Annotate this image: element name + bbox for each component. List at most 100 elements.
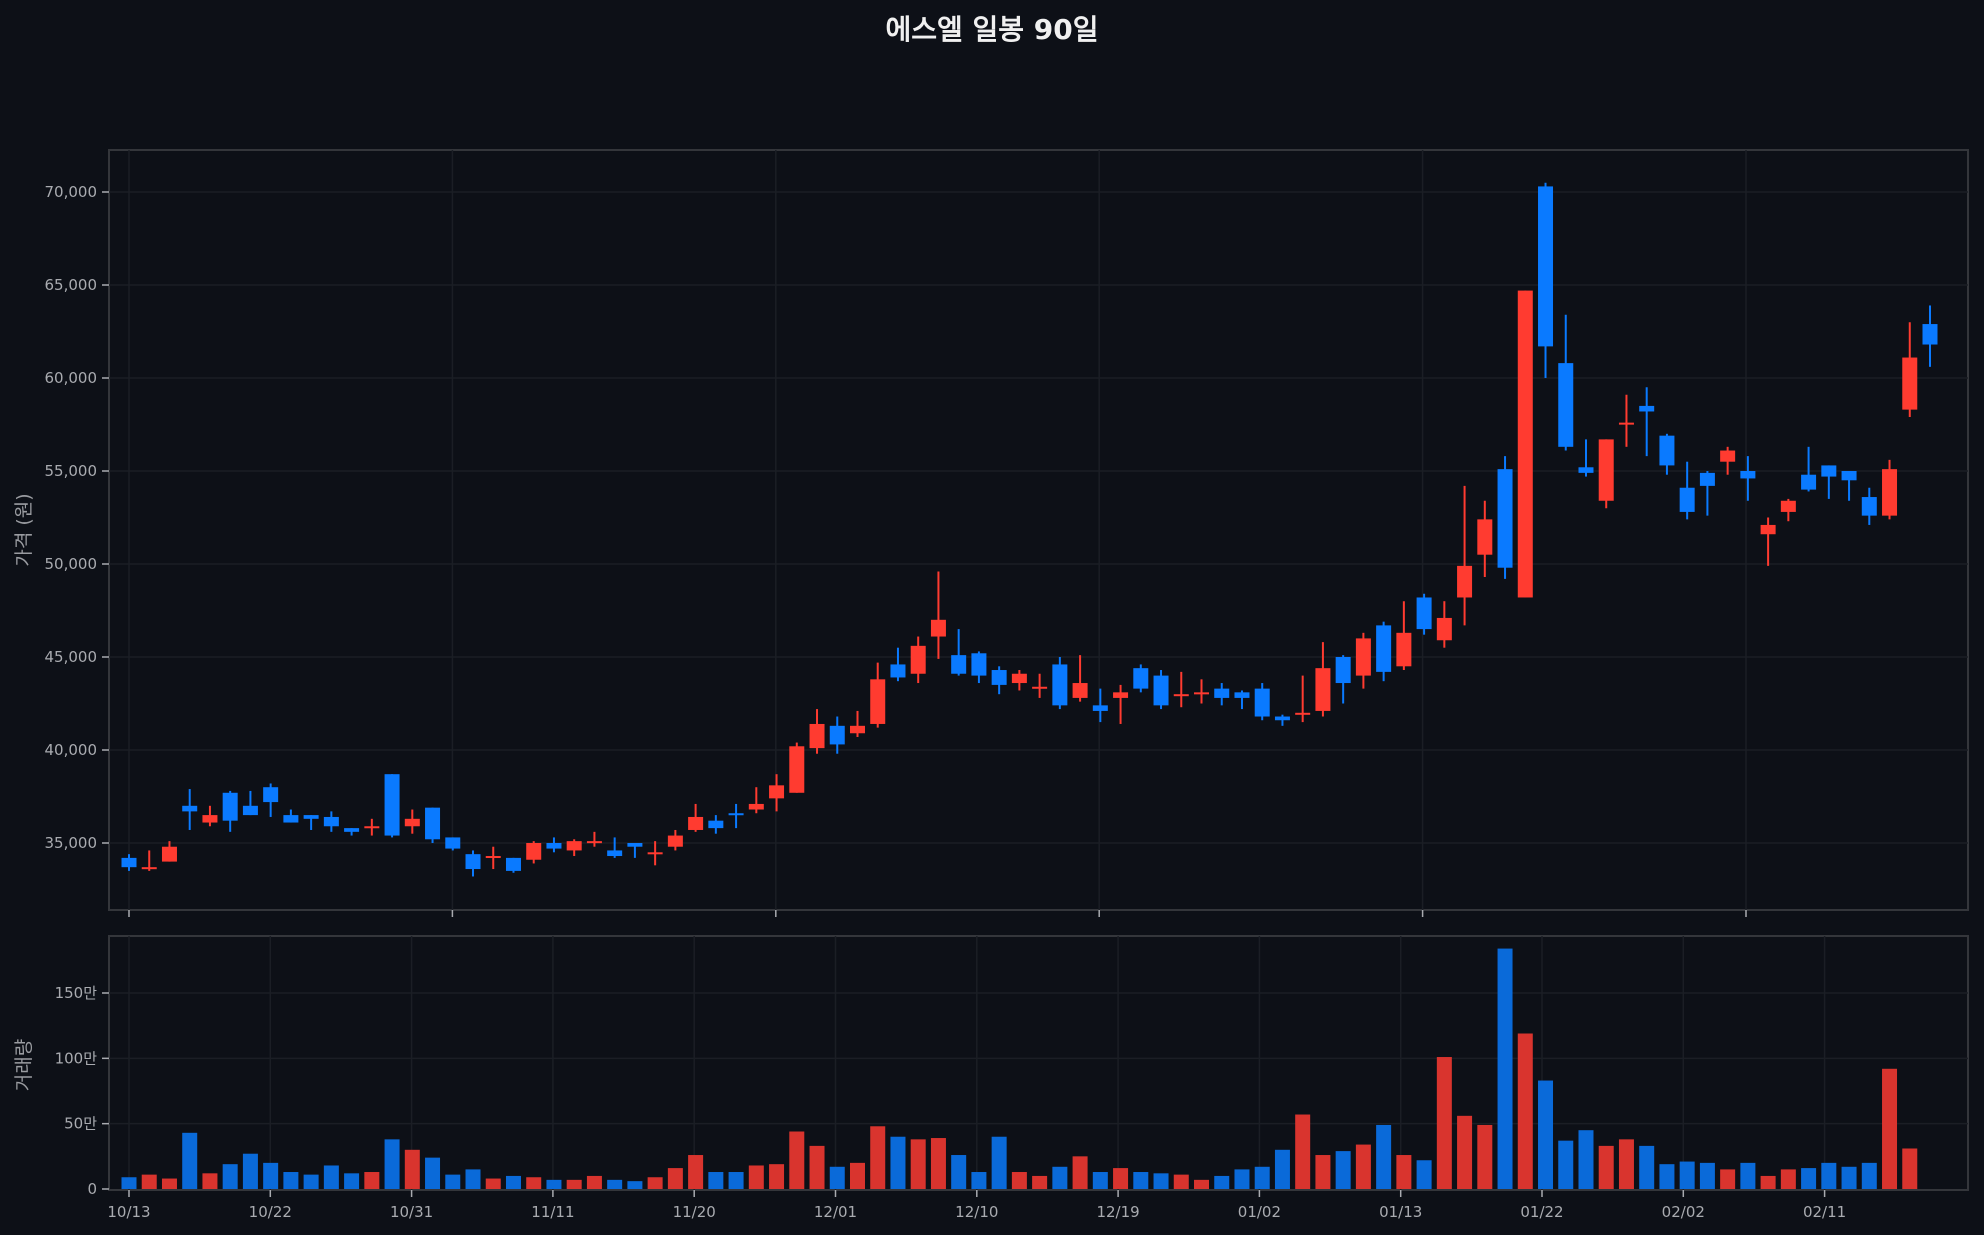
candle-up xyxy=(1315,668,1331,711)
candle-up xyxy=(141,867,157,870)
volume-bar xyxy=(465,1169,481,1189)
date-xtick-label: 12/19 xyxy=(1096,1203,1139,1221)
volume-bar xyxy=(1760,1175,1776,1189)
volume-bar xyxy=(222,1164,238,1189)
candle-down xyxy=(1861,497,1877,516)
candle-down xyxy=(323,816,339,827)
volume-bar xyxy=(182,1132,198,1189)
volume-bar xyxy=(607,1179,623,1189)
candle-down xyxy=(344,828,360,832)
candle-down xyxy=(1497,469,1513,568)
volume-bar xyxy=(141,1174,157,1189)
candle-down xyxy=(465,854,481,870)
candle-down xyxy=(1821,465,1837,477)
candle-up xyxy=(1882,469,1898,516)
volume-bar xyxy=(1517,1033,1533,1189)
volume-bar xyxy=(404,1149,420,1189)
volume-bar xyxy=(566,1179,582,1189)
candle-down xyxy=(1416,597,1432,630)
candle-up xyxy=(1355,638,1371,676)
candle-down xyxy=(1699,472,1715,486)
volume-bar xyxy=(870,1126,886,1189)
candle-down xyxy=(991,670,1007,685)
volume-bar xyxy=(1173,1174,1189,1189)
volume-bar xyxy=(910,1139,926,1189)
candle-up xyxy=(1477,519,1493,555)
candle-up xyxy=(364,826,380,829)
volume-bar xyxy=(1538,1080,1554,1189)
candle-up xyxy=(586,841,602,844)
candle-down xyxy=(1376,625,1392,672)
volume-bar xyxy=(1214,1175,1230,1189)
candle-down xyxy=(607,850,623,857)
volume-bar xyxy=(283,1172,299,1189)
price-axis-label: 가격 (원) xyxy=(13,493,35,566)
price-ytick-label: 70,000 xyxy=(45,183,98,201)
volume-bar xyxy=(789,1131,805,1189)
candle-up xyxy=(1113,692,1129,698)
candle-up xyxy=(526,843,542,860)
candle-down xyxy=(242,805,258,816)
date-xtick-label: 02/02 xyxy=(1662,1203,1705,1221)
candle-up xyxy=(789,746,805,793)
volume-bar xyxy=(1355,1144,1371,1189)
volume-bar xyxy=(1295,1114,1311,1189)
volume-bar xyxy=(1497,948,1513,1189)
candle-up xyxy=(1902,357,1918,410)
candle-up xyxy=(809,723,825,749)
volume-bar xyxy=(1639,1145,1655,1189)
volume-panel-frame xyxy=(108,935,1969,1191)
date-xtick-label: 12/10 xyxy=(955,1203,998,1221)
candle-down xyxy=(1052,664,1068,706)
volume-bar xyxy=(586,1175,602,1189)
candle-up xyxy=(485,856,501,859)
volume-bar xyxy=(1011,1172,1027,1189)
volume-bar xyxy=(1113,1168,1129,1189)
volume-bars xyxy=(121,948,1918,1189)
candle-up xyxy=(1032,686,1048,689)
volume-bar xyxy=(1153,1173,1169,1189)
volume-bar xyxy=(1274,1149,1290,1189)
candle-down xyxy=(1801,474,1817,490)
volume-bar xyxy=(1133,1172,1149,1189)
candle-down xyxy=(1335,657,1351,684)
volume-bar xyxy=(445,1174,461,1189)
volume-bar xyxy=(1882,1068,1898,1189)
candle-up xyxy=(910,645,926,674)
volume-bar xyxy=(323,1165,339,1189)
candle-up xyxy=(1618,422,1634,425)
volume-bar xyxy=(890,1136,906,1189)
candle-down xyxy=(728,813,744,816)
candle-down xyxy=(1841,471,1857,481)
candle-down xyxy=(1254,688,1270,717)
candle-down xyxy=(971,653,987,676)
volume-bar xyxy=(1052,1166,1068,1189)
candle-down xyxy=(121,857,137,868)
candle-up xyxy=(870,679,886,724)
candle-down xyxy=(1740,471,1756,479)
date-xtick-label: 01/13 xyxy=(1379,1203,1422,1221)
price-panel-frame xyxy=(108,149,1969,911)
date-xtick-label: 12/01 xyxy=(814,1203,857,1221)
candle-up xyxy=(1760,524,1776,535)
candle-up xyxy=(1173,694,1189,697)
volume-bar xyxy=(242,1153,258,1189)
volume-bar xyxy=(1720,1169,1736,1189)
volume-bar xyxy=(263,1162,279,1189)
candle-down xyxy=(627,843,643,847)
candle-down xyxy=(445,837,461,849)
price-ytick-label: 60,000 xyxy=(45,369,98,387)
candle-down xyxy=(1234,692,1250,698)
candle-up xyxy=(1457,565,1473,598)
volume-bar xyxy=(303,1174,319,1189)
candle-up xyxy=(1011,673,1027,684)
volume-ytick-label: 100만 xyxy=(55,1049,98,1067)
candle-up xyxy=(1194,692,1210,695)
date-xtick-label: 01/02 xyxy=(1238,1203,1281,1221)
price-ytick-label: 65,000 xyxy=(45,276,98,294)
volume-bar xyxy=(769,1164,785,1189)
volume-bar xyxy=(1740,1162,1756,1189)
candle-down xyxy=(1679,487,1695,512)
candle-down xyxy=(1214,688,1230,698)
volume-bar xyxy=(1457,1115,1473,1189)
